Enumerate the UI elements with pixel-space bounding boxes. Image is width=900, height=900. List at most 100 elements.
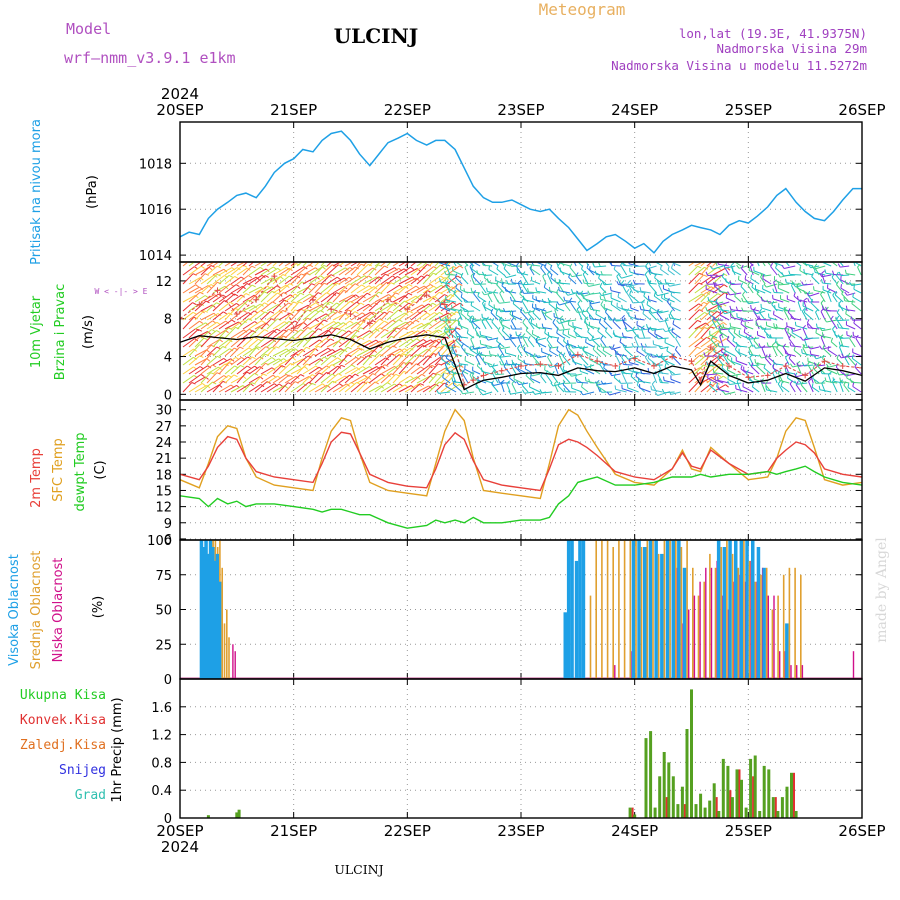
wind-barb-flag	[445, 382, 447, 387]
wind-barb-flag	[781, 264, 785, 269]
wind-barb	[712, 274, 724, 279]
wind-barb	[773, 314, 784, 321]
wind-barb	[581, 386, 589, 393]
wind-barb-flag	[821, 305, 824, 310]
wind-barb	[460, 313, 469, 321]
wind-barb-flag	[734, 257, 735, 261]
wind-barb	[545, 262, 553, 267]
wind-barb	[236, 299, 249, 312]
wind-barb-flag	[811, 272, 814, 277]
cloud-mid-bar	[765, 567, 768, 679]
wind-barb	[446, 354, 458, 366]
wind-barb	[658, 284, 664, 294]
wind-barb-flag	[745, 335, 749, 340]
wind-barb	[796, 363, 802, 375]
wind-barb	[368, 327, 381, 339]
wind-barb-flag	[807, 345, 811, 350]
wind-barb-flag	[527, 288, 530, 293]
wind-barb-flag	[775, 324, 778, 329]
wind-barb-flag	[745, 369, 749, 374]
wind-barb-flag	[412, 258, 415, 260]
wind-barb-flag	[847, 352, 851, 357]
wind-barb-flag	[664, 363, 667, 368]
wind-barb	[639, 387, 651, 393]
wind-barb	[194, 273, 206, 285]
wind-barb-flag	[426, 312, 431, 316]
wind-barb	[218, 262, 225, 267]
cloud-mid-bar	[754, 581, 757, 679]
wind-barb	[212, 346, 224, 357]
wind-barb-flag	[821, 270, 826, 274]
wind-barb	[326, 262, 333, 267]
wind-barb-flag	[365, 257, 369, 258]
wind-barb-flag	[336, 276, 341, 280]
wind-barb-flag	[535, 296, 538, 301]
wind-barb	[774, 363, 784, 366]
wind-barb-flag	[820, 299, 825, 304]
wind-barb	[272, 335, 284, 348]
wind-barb	[745, 325, 754, 330]
wind-barb-flag	[347, 309, 352, 312]
wind-barb	[852, 386, 862, 393]
wind-barb-flag	[212, 320, 217, 324]
wind-barb-flag	[351, 257, 354, 259]
wind-barb-flag	[709, 259, 712, 262]
wind-barb	[490, 354, 499, 357]
wind-barb	[248, 310, 262, 321]
wind-barb	[356, 262, 362, 267]
wind-barb-flag	[841, 290, 844, 295]
wind-barb-flag	[474, 325, 478, 330]
wind-barb-flag	[460, 293, 463, 298]
wind-barb	[374, 382, 388, 393]
wind-barb	[756, 262, 760, 267]
wind-barb-flag	[839, 379, 844, 383]
wind-barb	[296, 355, 309, 366]
wind-barb-flag	[629, 290, 632, 295]
wind-barb-flag	[505, 360, 508, 365]
wind-barb-flag	[432, 345, 437, 348]
wind-barb	[410, 294, 422, 303]
cloud-low-bar	[234, 651, 236, 679]
wind-barb-flag	[541, 298, 545, 303]
wind-barb-flag	[542, 272, 546, 277]
wind-barb-flag	[470, 256, 471, 260]
wind-barb	[182, 356, 194, 366]
wind-barb	[260, 318, 272, 330]
wind-barb-flag	[543, 283, 546, 288]
wind-barb	[326, 292, 337, 303]
wind-barb	[314, 282, 325, 294]
wind-barb-flag	[832, 377, 835, 382]
wind-barb-flag	[823, 318, 827, 323]
wind-barb-flag	[840, 284, 842, 289]
legend-convective-rain: Konvek.Kisa	[20, 713, 106, 728]
wind-barb-flag	[851, 256, 852, 260]
wind-barb	[422, 285, 434, 294]
wind-barb-flag	[535, 368, 537, 373]
wind-barb	[647, 331, 657, 339]
clouds-ytick-label: 25	[155, 638, 172, 653]
wind-barb	[849, 338, 856, 348]
wind-barb	[647, 265, 657, 270]
wind-barb-flag	[633, 269, 636, 274]
wind-barb	[380, 282, 392, 294]
cloud-high-bar	[762, 567, 766, 679]
wind-barb	[788, 338, 796, 348]
wind-barb-flag	[521, 289, 525, 294]
wind-barb	[206, 313, 219, 321]
wind-barb	[836, 319, 844, 330]
wind-barb	[248, 376, 261, 384]
wind-barb	[362, 373, 373, 384]
wind-barb	[320, 262, 326, 267]
wind-barb	[428, 319, 443, 330]
wind-barb-flag	[670, 291, 673, 296]
wind-barb-flag	[502, 336, 506, 341]
wind-barb-flag	[849, 281, 853, 286]
wind-barb	[206, 346, 218, 357]
wind-barb	[338, 364, 353, 375]
wind-barb-flag	[819, 272, 823, 277]
wind-barb-flag	[656, 309, 660, 314]
wind-barb-flag	[501, 278, 503, 283]
wind-barb	[505, 352, 517, 357]
cloud-high-bar	[785, 623, 789, 679]
wind-barb-flag	[723, 375, 727, 379]
